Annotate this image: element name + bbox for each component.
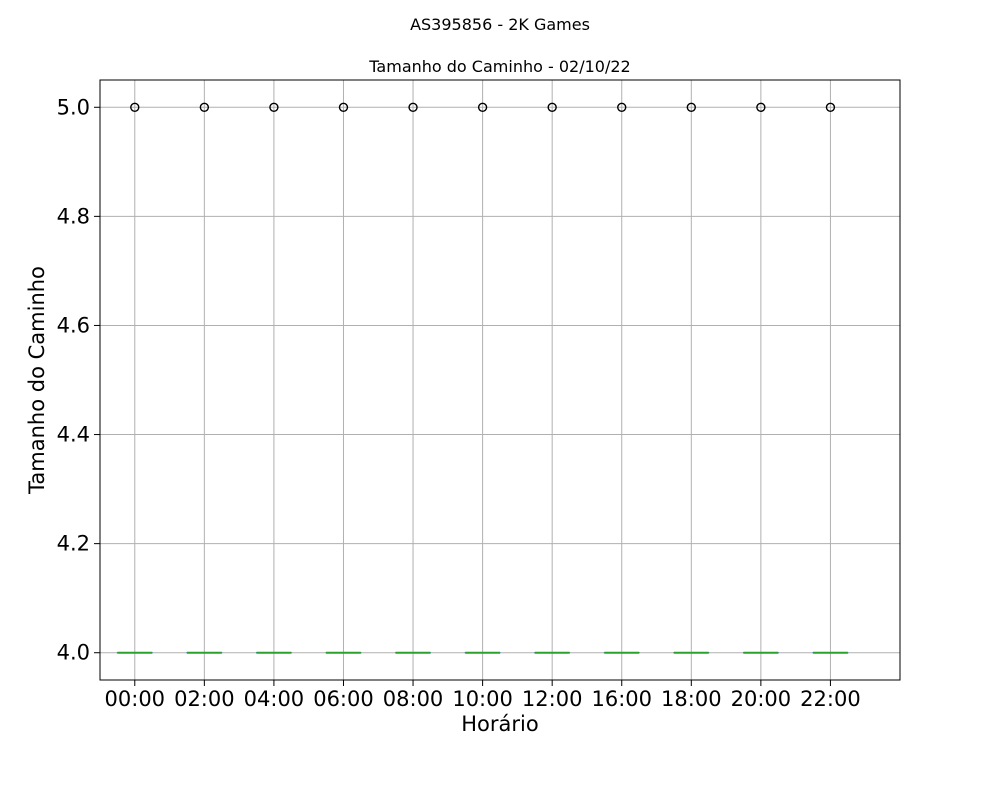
- x-tick-label: 08:00: [383, 687, 444, 711]
- y-tick-label: 4.6: [57, 313, 90, 337]
- y-axis-ticks: 4.0 4.2 4.4 4.6 4.8 5.0: [57, 95, 100, 665]
- y-tick-label: 4.2: [57, 532, 90, 556]
- x-tick-label: 00:00: [105, 687, 166, 711]
- x-tick-label: 18:00: [661, 687, 722, 711]
- x-tick-label: 04:00: [244, 687, 305, 711]
- outlier-point: [547, 102, 557, 112]
- y-tick-label: 4.8: [57, 204, 90, 228]
- y-axis-label: Tamanho do Caminho: [25, 266, 49, 495]
- outlier-point: [686, 102, 697, 112]
- outlier-point: [756, 102, 766, 112]
- chart-suptitle: AS395856 - 2K Games: [410, 15, 590, 34]
- outlier-point: [617, 102, 627, 112]
- x-tick-label: 02:00: [174, 687, 235, 711]
- plot-area-frame: [99, 79, 901, 681]
- outlier-markers: [130, 102, 836, 112]
- x-tick-label: 20:00: [731, 687, 792, 711]
- y-tick-label: 4.4: [57, 423, 90, 447]
- outlier-point: [130, 102, 140, 112]
- y-tick-label: 5.0: [57, 95, 90, 119]
- outlier-point: [825, 102, 836, 112]
- grid-lines: [100, 80, 900, 680]
- outlier-point: [408, 102, 418, 112]
- x-tick-label: 22:00: [800, 687, 861, 711]
- x-tick-label: 06:00: [313, 687, 374, 711]
- x-tick-label: 16:00: [591, 687, 652, 711]
- outlier-point: [199, 102, 210, 112]
- outlier-point: [269, 102, 279, 112]
- x-tick-label: 10:00: [452, 687, 513, 711]
- x-tick-label: 12:00: [522, 687, 583, 711]
- y-tick-label: 4.0: [57, 641, 90, 665]
- outlier-point: [338, 102, 349, 112]
- x-axis-ticks: 00:00 02:00 04:00 06:00 08:00 10:00 12:00 16:00…: [105, 680, 861, 711]
- outlier-point: [477, 102, 488, 112]
- chart-title: Tamanho do Caminho - 02/10/22: [368, 57, 630, 76]
- x-axis-label: Horário: [461, 712, 538, 736]
